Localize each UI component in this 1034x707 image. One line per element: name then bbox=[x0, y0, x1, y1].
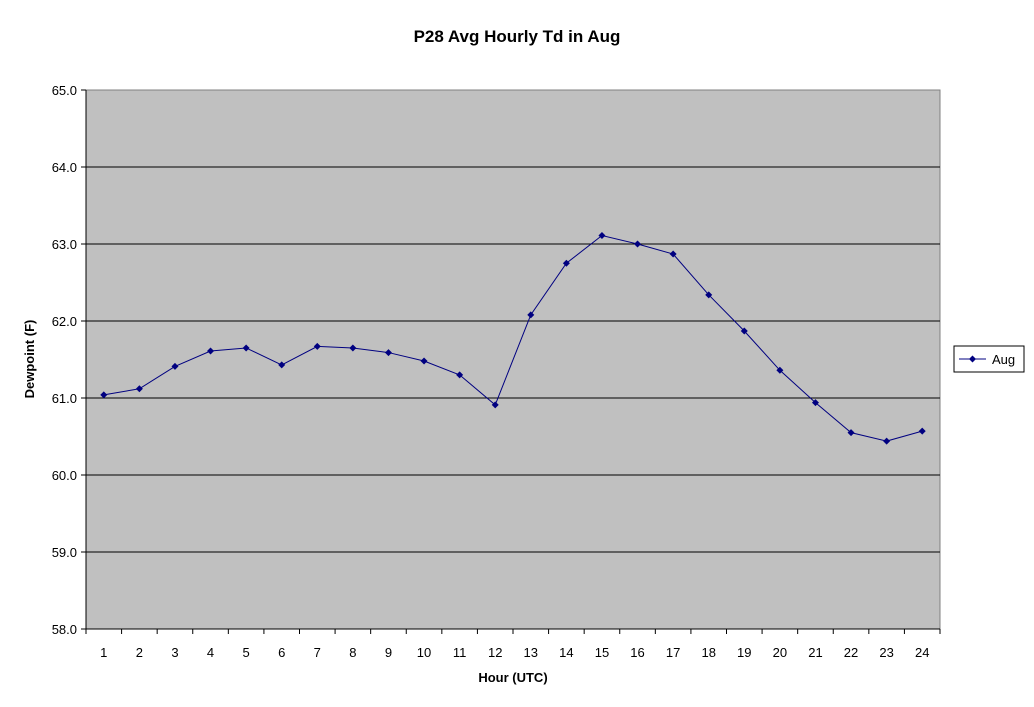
x-tick-label: 9 bbox=[385, 645, 392, 660]
series-line bbox=[103, 234, 923, 442]
x-tick-label: 16 bbox=[630, 645, 644, 660]
y-tick-label: 65.0 bbox=[52, 83, 77, 98]
data-point bbox=[456, 371, 464, 379]
data-point bbox=[527, 311, 535, 319]
x-tick-label: 21 bbox=[808, 645, 822, 660]
data-point bbox=[634, 240, 642, 248]
y-tick-label: 64.0 bbox=[52, 160, 77, 175]
data-point bbox=[278, 361, 286, 369]
data-point bbox=[562, 259, 570, 267]
data-point bbox=[705, 291, 713, 299]
x-tick-label: 17 bbox=[666, 645, 680, 660]
data-point bbox=[420, 357, 428, 365]
data-point bbox=[171, 362, 179, 370]
y-tick-label: 62.0 bbox=[52, 314, 77, 329]
data-point bbox=[384, 349, 392, 357]
x-tick-label: 20 bbox=[773, 645, 787, 660]
data-point bbox=[918, 427, 926, 435]
data-point bbox=[669, 250, 677, 258]
y-axis: 58.0 59.0 60.0 61.0 62.0 63.0 64.0 65.0 bbox=[52, 83, 87, 637]
legend-marker bbox=[969, 355, 976, 363]
x-tick-label: 2 bbox=[136, 645, 143, 660]
y-tick-label: 60.0 bbox=[52, 468, 77, 483]
x-tick-label: 8 bbox=[349, 645, 356, 660]
data-point bbox=[207, 347, 215, 355]
x-tick-label: 3 bbox=[171, 645, 178, 660]
x-tick-label: 4 bbox=[207, 645, 214, 660]
data-point bbox=[313, 342, 321, 350]
x-tick-label: 5 bbox=[243, 645, 250, 660]
data-point bbox=[847, 429, 855, 437]
data-point bbox=[811, 399, 819, 407]
x-tick-label: 23 bbox=[879, 645, 893, 660]
y-tick-label: 63.0 bbox=[52, 237, 77, 252]
x-tick-label: 24 bbox=[915, 645, 929, 660]
x-tick-label: 13 bbox=[524, 645, 538, 660]
x-tick-label: 1 bbox=[100, 645, 107, 660]
y-tick-label: 59.0 bbox=[52, 545, 77, 560]
legend-label-aug: Aug bbox=[992, 352, 1015, 367]
x-tick-label: 19 bbox=[737, 645, 751, 660]
x-tick-label: 18 bbox=[701, 645, 715, 660]
x-tick-label: 6 bbox=[278, 645, 285, 660]
data-point bbox=[135, 385, 143, 393]
data-point bbox=[242, 344, 250, 352]
x-tick-label: 22 bbox=[844, 645, 858, 660]
legend: Aug bbox=[953, 345, 1025, 373]
data-point bbox=[740, 327, 748, 335]
data-point bbox=[883, 437, 891, 445]
x-tick-label: 11 bbox=[453, 645, 467, 660]
x-tick-label: 10 bbox=[417, 645, 431, 660]
data-point bbox=[776, 366, 784, 374]
x-tick-label: 12 bbox=[488, 645, 502, 660]
x-axis: 1 2 3 4 5 6 7 8 9 10 11 12 13 14 15 16 17 18 19 20 21 22 23 24 bbox=[85, 628, 941, 660]
x-tick-label: 7 bbox=[314, 645, 321, 660]
series-aug bbox=[100, 232, 926, 445]
data-point bbox=[100, 391, 108, 399]
data-point bbox=[598, 232, 606, 240]
y-axis-title: Dewpoint (F) bbox=[22, 320, 37, 399]
x-tick-label: 14 bbox=[559, 645, 573, 660]
data-point bbox=[349, 344, 357, 352]
x-axis-title: Hour (UTC) bbox=[478, 670, 547, 685]
data-point bbox=[491, 401, 499, 409]
chart-title: P28 Avg Hourly Td in Aug bbox=[414, 27, 621, 46]
y-tick-label: 61.0 bbox=[52, 391, 77, 406]
x-tick-label: 15 bbox=[595, 645, 609, 660]
gridlines bbox=[86, 166, 940, 553]
y-tick-label: 58.0 bbox=[52, 622, 77, 637]
